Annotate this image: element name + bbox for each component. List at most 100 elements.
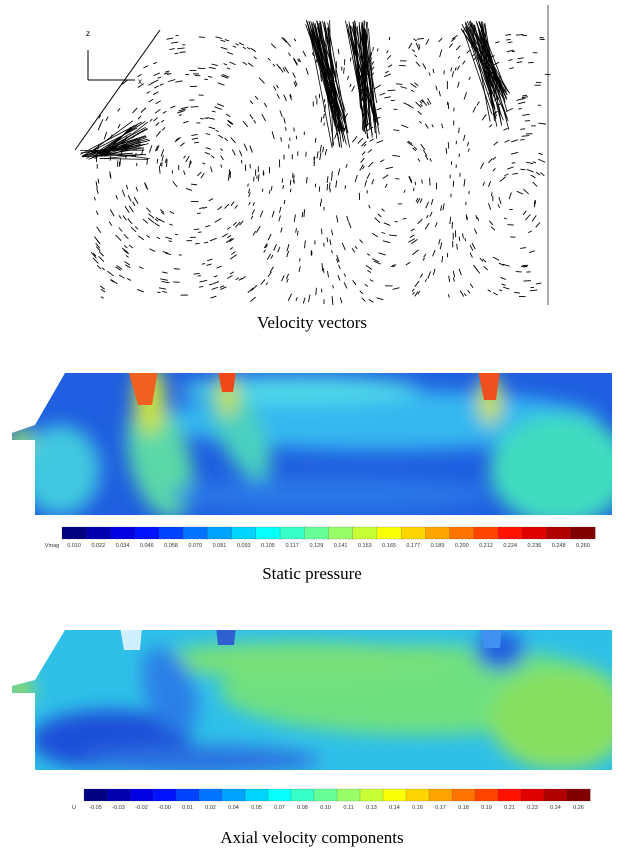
vector [258, 77, 265, 84]
vector [235, 277, 240, 281]
vector [165, 158, 167, 164]
vector [440, 205, 443, 211]
vector [279, 206, 282, 213]
colorbar-label: 0.022 [91, 543, 105, 549]
vector [123, 249, 130, 255]
vector [306, 176, 308, 184]
vector [331, 229, 334, 236]
vector [489, 124, 493, 128]
vector [455, 45, 461, 51]
colorbar-label: 0.141 [334, 543, 348, 549]
vector [169, 223, 173, 226]
vector [469, 283, 474, 289]
vector [458, 127, 460, 134]
vector [200, 173, 205, 179]
vector [156, 236, 161, 240]
vector [360, 157, 365, 164]
vector [432, 268, 436, 276]
vector [416, 197, 421, 204]
vector [160, 278, 168, 281]
vector [109, 209, 115, 217]
colorbar-label: 0.200 [455, 543, 469, 549]
vector [379, 92, 386, 96]
vector [415, 197, 419, 203]
vector [238, 42, 245, 46]
vector [361, 151, 366, 156]
vector [508, 192, 512, 200]
vector [160, 211, 165, 215]
colorbar-label: 0.14 [389, 805, 400, 811]
vector [121, 79, 129, 85]
vector [249, 100, 254, 105]
vector [227, 234, 232, 239]
vector [283, 117, 286, 124]
vector [283, 94, 287, 102]
vector [506, 38, 511, 41]
vector [488, 158, 493, 164]
vector [154, 222, 160, 227]
vector [208, 198, 214, 202]
vector [511, 162, 516, 164]
vector [492, 292, 498, 296]
vector [169, 48, 175, 50]
vector [146, 91, 150, 94]
axis-label: z [86, 29, 90, 38]
vector [243, 143, 248, 151]
colorbar-swatch [313, 788, 338, 802]
vector [175, 80, 183, 83]
vector [286, 243, 290, 252]
colorbar-label: 0.17 [435, 805, 446, 811]
vector [408, 42, 413, 49]
vector [498, 196, 502, 205]
vector [216, 265, 222, 269]
vector [414, 54, 418, 58]
vector [289, 94, 292, 98]
vector [298, 58, 301, 63]
vector [438, 37, 443, 43]
vector [278, 66, 284, 73]
vector [293, 38, 297, 42]
colorbar-swatch [570, 526, 596, 540]
vector [250, 47, 257, 53]
vector [197, 171, 202, 177]
colorbar-label: 0.224 [503, 543, 517, 549]
caption: Velocity vectors [257, 313, 367, 332]
vector [140, 107, 147, 113]
vector [134, 226, 139, 230]
vector [332, 284, 334, 289]
vector [471, 27, 491, 122]
vector [214, 106, 223, 110]
colorbar-swatch [405, 788, 430, 802]
vector [155, 122, 160, 127]
vector [528, 250, 535, 254]
vector [250, 284, 258, 292]
colorbar-swatch [566, 788, 591, 802]
colorbar-swatch [183, 526, 208, 540]
vector [520, 168, 526, 171]
vector [442, 203, 445, 211]
vector [320, 74, 322, 82]
vector [523, 188, 529, 195]
vector [143, 65, 149, 69]
vector [220, 46, 228, 50]
vector [103, 131, 108, 140]
vector [521, 97, 526, 100]
vector [414, 181, 417, 186]
vector [209, 283, 214, 286]
vector [323, 113, 325, 119]
vector [431, 124, 434, 128]
vector [226, 51, 234, 55]
vector [281, 36, 287, 43]
vector [199, 207, 205, 209]
colorbar-swatch [267, 788, 292, 802]
vector [538, 122, 547, 125]
caption: Static pressure [262, 564, 362, 583]
vector [383, 222, 391, 226]
vector [400, 86, 407, 89]
vector [272, 63, 276, 67]
vector [194, 242, 200, 245]
vector [230, 201, 235, 207]
colorbar-label: 0.153 [358, 543, 372, 549]
colorbar-label: 0.05 [251, 805, 262, 811]
vector [125, 255, 129, 258]
